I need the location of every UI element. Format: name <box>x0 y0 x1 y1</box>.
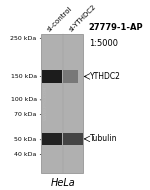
Bar <box>41 34 83 173</box>
Text: 27779-1-AP: 27779-1-AP <box>89 23 143 32</box>
Text: 40 kDa: 40 kDa <box>14 152 37 157</box>
Text: Tubulin: Tubulin <box>90 134 117 143</box>
Text: YTHDC2: YTHDC2 <box>90 72 120 81</box>
Text: 100 kDa: 100 kDa <box>11 97 37 102</box>
Text: si-control: si-control <box>46 6 74 33</box>
Bar <box>42 70 62 82</box>
Text: 50 kDa: 50 kDa <box>15 137 37 142</box>
Text: HeLa: HeLa <box>50 178 75 188</box>
Text: 70 kDa: 70 kDa <box>14 112 37 117</box>
Bar <box>63 133 83 145</box>
Bar <box>42 133 62 145</box>
Text: 1:5000: 1:5000 <box>89 39 118 48</box>
Bar <box>63 70 78 82</box>
Text: 150 kDa: 150 kDa <box>11 74 37 79</box>
Text: 250 kDa: 250 kDa <box>11 36 37 41</box>
Text: si-YTHDC2: si-YTHDC2 <box>68 4 97 33</box>
Text: WWW.PTG.COM: WWW.PTG.COM <box>44 86 48 120</box>
